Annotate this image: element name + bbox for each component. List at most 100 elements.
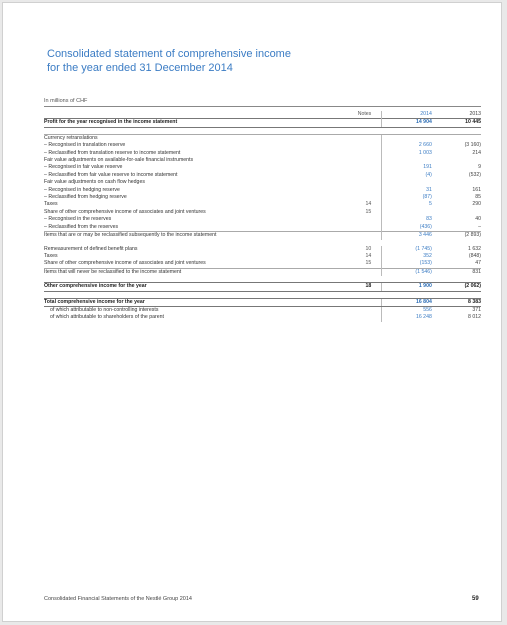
value-2014 [380,157,434,165]
table-row: Total comprehensive income for the year 1… [44,297,481,307]
value-2013: (3 160) [464,142,481,149]
table-row: – Recognised in fair value reserve 191 9 [44,164,481,172]
table-row: Profit for the year recognised in the in… [44,118,481,128]
value-2014 [380,208,434,217]
value-2013: 8 012 [468,314,481,321]
value-2014 [380,133,434,143]
row-spacer [44,127,481,134]
table-row: Taxes 14 5 290 [44,201,481,209]
row-label: Remeasurement of defined benefit plans [44,245,138,252]
row-note [342,118,376,128]
row-label: – Reclassified from translation reserve … [44,149,181,156]
table-row: Items that are or may be reclassified su… [44,231,481,240]
table-row: – Reclassified from fair value reserve t… [44,171,481,180]
value-2013: 9 [478,164,481,171]
table-row: – Reclassified from translation reserve … [44,149,481,158]
value-2013: (848) [468,252,481,259]
table-row: Fair value adjustments on cash flow hedg… [44,179,481,187]
row-label: – Recognised in translation reserve [44,142,126,149]
row-note: 15 [365,260,372,267]
table-row: – Recognised in the reserves 83 40 [44,216,481,224]
value-2013 [441,133,481,143]
row-note [342,267,376,277]
value-2014: 191 [380,164,434,172]
row-label: Other comprehensive income for the year [44,282,343,292]
row-note [342,231,376,240]
value-2013: 290 [472,201,481,208]
value-2014: 16 804 [380,297,434,307]
value-2014: 83 [380,216,434,224]
value-2014: 14 904 [380,118,434,128]
value-2013: (2 893) [441,231,481,240]
row-note [342,172,375,179]
row-note: 10 [365,245,372,252]
value-2014: (436) [380,223,434,232]
row-label: Items that will never be reclassified to… [44,267,343,277]
unit-label: In millions of CHF [44,98,88,104]
row-note [342,150,375,157]
value-2013: 85 [475,194,481,201]
financial-table: Notes 2014 2013 Profit for the year reco… [44,111,481,322]
table-row: Remeasurement of defined benefit plans 10… [44,245,481,253]
title-line-1: Consolidated statement of comprehensive … [47,48,291,60]
value-2014: (4) [380,171,434,180]
value-2013: 40 [475,216,481,223]
year-2013-header: 2013 [469,111,481,117]
table-row: of which attributable to non-controlling… [44,306,481,315]
value-2014: (153) [380,260,434,269]
row-label: Items that are or may be reclassified su… [44,231,343,240]
row-note [342,297,376,307]
row-note [342,194,375,201]
row-label: Currency retranslations [44,133,343,143]
statement-title: Consolidated statement of comprehensive … [47,47,291,75]
value-2014 [380,179,434,187]
row-note [342,179,375,186]
row-label: – Recognised in fair value reserve [44,164,123,171]
row-note [342,142,375,149]
table-row: Fair value adjustments on available-for-… [44,157,481,165]
row-note [342,133,376,143]
value-2014: 1 900 [380,282,434,292]
row-note [342,164,375,171]
notes-header: Notes [357,111,372,117]
header-rule [44,106,481,107]
table-row: – Reclassified from hedging reserve (87) 8… [44,194,481,202]
table-row: of which attributable to shareholders of… [44,314,481,322]
row-label: – Reclassified from the reserves [44,223,119,230]
row-note [342,216,375,223]
row-label: Share of other comprehensive income of a… [44,260,206,267]
row-label: – Reclassified from hedging reserve [44,194,127,201]
row-spacer [44,291,481,298]
row-label: Taxes [44,252,58,259]
value-2013: 214 [472,149,481,156]
value-2014: 3 446 [380,231,434,240]
value-2013: 47 [475,260,481,267]
value-2013: 161 [472,186,481,193]
value-2013: 10 445 [441,118,481,128]
row-label: of which attributable to shareholders of… [50,314,164,321]
value-2013: (2 062) [441,282,481,292]
row-label: Fair value adjustments on cash flow hedg… [44,179,145,186]
value-2014: 1 003 [380,149,434,158]
row-note: 18 [342,282,376,292]
table-row: – Recognised in translation reserve 2 660… [44,142,481,150]
value-2013: 1 632 [468,245,481,252]
page-number: 59 [472,596,479,602]
value-2013: 831 [441,267,481,277]
table-row: Other comprehensive income for the year 1… [44,282,481,292]
row-label: – Recognised in hedging reserve [44,186,120,193]
value-2013: (532) [468,171,481,178]
value-2014: (1 745) [380,245,434,253]
row-note: 15 [365,208,372,215]
table-row: – Recognised in hedging reserve 31 161 [44,186,481,195]
value-2014: 31 [380,186,434,195]
value-2013 [441,157,481,164]
value-2014: (1 546) [380,267,434,277]
title-line-2: for the year ended 31 December 2014 [47,62,233,74]
row-label: Taxes [44,201,58,208]
row-label: – Recognised in the reserves [44,216,112,223]
footer-text: Consolidated Financial Statements of the… [44,596,192,602]
row-label: Profit for the year recognised in the in… [44,118,343,128]
year-2014-header: 2014 [380,111,434,119]
row-note: 14 [365,201,372,208]
